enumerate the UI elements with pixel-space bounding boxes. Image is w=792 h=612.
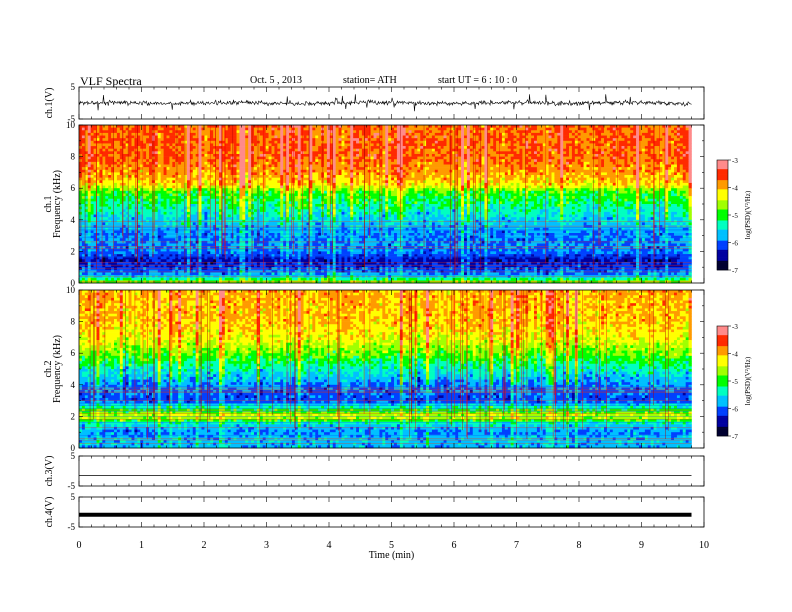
start-time-label: start UT = 6 : 10 : 0 — [438, 75, 518, 86]
ch1-spectrogram-ytick: 10 — [66, 120, 76, 130]
ch1-spectrogram-channel-label: ch.1 — [43, 196, 54, 213]
colorbar-tick: -6 — [732, 406, 738, 414]
xtick-label: 1 — [139, 540, 144, 551]
ch1-trace — [78, 94, 692, 112]
ch1-waveform-ytick: 5 — [71, 82, 76, 92]
colorbar-2 — [716, 325, 731, 437]
colorbar-label: log(PSD)(V²/Hz) — [744, 190, 752, 239]
xtick-label: 8 — [577, 540, 582, 551]
x-axis-label: Time (min) — [369, 550, 414, 561]
xtick-label: 9 — [639, 540, 644, 551]
ch2-spectrogram-ytick: 8 — [71, 317, 76, 327]
ch4-waveform-panel — [78, 496, 705, 528]
colorbar-1 — [716, 159, 731, 271]
ch1-spectrogram-image — [79, 125, 692, 284]
ch1-spectrogram-ylabel: Frequency (kHz) — [52, 170, 63, 238]
ch4-waveform-ylabel: ch.4(V) — [44, 497, 55, 528]
ch1-spectrogram-ytick: 4 — [71, 215, 76, 225]
ch4-waveform-ytick: -5 — [68, 522, 76, 532]
xtick-label: 2 — [202, 540, 207, 551]
ch2-spectrogram-ytick: 6 — [71, 348, 76, 358]
ch2-spectrogram-ytick: 10 — [66, 285, 76, 295]
ch1-spectrogram-ytick: 2 — [71, 246, 76, 256]
ch3-waveform-ytick: -5 — [68, 481, 76, 491]
colorbar-tick: -5 — [732, 212, 738, 220]
ch1-spectrogram-ytick: 6 — [71, 183, 76, 193]
ch1-spectrogram-panel — [78, 124, 705, 284]
ch2-spectrogram-panel — [78, 289, 705, 449]
ch3-waveform-ytick: 5 — [71, 451, 76, 461]
xtick-label: 4 — [327, 540, 332, 551]
xtick-label: 5 — [389, 540, 394, 551]
colorbar-tick: -5 — [732, 378, 738, 386]
ch1-waveform-ylabel: ch.1(V) — [44, 88, 55, 119]
colorbar-tick: -3 — [732, 323, 738, 331]
ch2-spectrogram-ytick: 2 — [71, 411, 76, 421]
ch3-waveform-panel — [78, 455, 705, 487]
colorbar-tick: -7 — [732, 433, 738, 441]
ch2-spectrogram-ytick: 4 — [71, 380, 76, 390]
xtick-label: 7 — [514, 540, 519, 551]
ch2-spectrogram-channel-label: ch.2 — [43, 361, 54, 378]
colorbar-label: log(PSD)(V²/Hz) — [744, 356, 752, 405]
ch1-waveform-panel — [78, 86, 705, 120]
ch4-waveform-ytick: 5 — [71, 492, 76, 502]
xtick-label: 3 — [264, 540, 269, 551]
colorbar-tick: -6 — [732, 240, 738, 248]
station-label: station= ATH — [343, 75, 397, 86]
ch1-spectrogram-ytick: 0 — [71, 278, 76, 288]
ch1-spectrogram-ytick: 8 — [71, 152, 76, 162]
ch3-waveform-ylabel: ch.3(V) — [44, 456, 55, 487]
ch2-spectrogram-ytick: 0 — [71, 443, 76, 453]
date-label: Oct. 5 , 2013 — [250, 75, 302, 86]
colorbar-tick: -4 — [732, 185, 738, 193]
figure-title: VLF Spectra — [80, 74, 142, 88]
ch1-waveform-ytick: -5 — [68, 114, 76, 124]
xtick-label: 10 — [699, 540, 709, 551]
colorbar-tick: -7 — [732, 267, 738, 275]
ch2-spectrogram-ylabel: Frequency (kHz) — [52, 335, 63, 403]
colorbar-tick: -4 — [732, 351, 738, 359]
ch2-spectrogram-image — [79, 290, 692, 449]
xtick-label: 0 — [77, 540, 82, 551]
colorbar-tick: -3 — [732, 157, 738, 165]
xtick-label: 6 — [452, 540, 457, 551]
